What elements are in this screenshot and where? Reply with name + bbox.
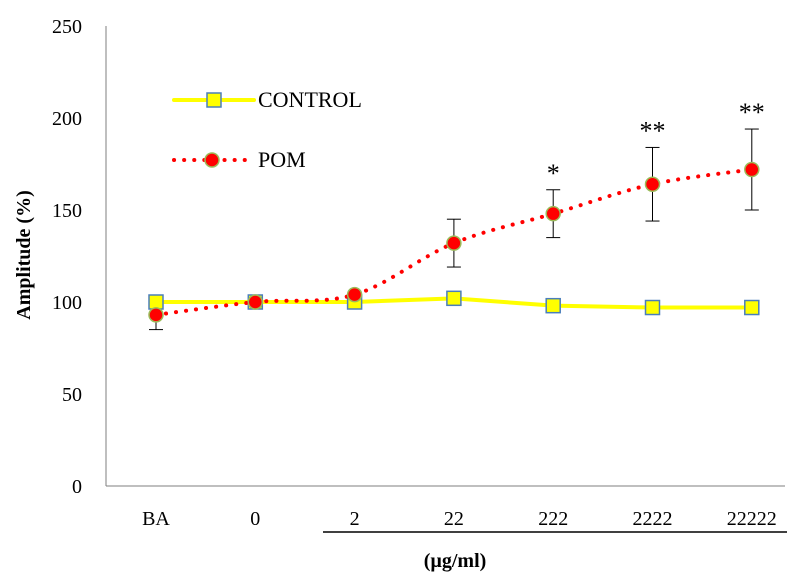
series-layer: ***** (148, 98, 765, 331)
x-tick-label: BA (142, 508, 170, 530)
y-tick-label: 50 (62, 384, 82, 406)
data-point (148, 307, 164, 323)
data-point (247, 294, 264, 310)
x-axis-title: (µg/ml) (424, 550, 487, 572)
data-point (446, 235, 462, 251)
x-tick-label: 2222 (633, 508, 673, 530)
data-point (446, 290, 462, 307)
y-axis: 0 50 100 150 200 250 (52, 16, 107, 498)
y-tick-label: 200 (52, 108, 82, 130)
x-tick-label: 22222 (727, 508, 777, 530)
data-point (346, 286, 363, 303)
significance-label: * (547, 159, 560, 188)
data-point (148, 294, 164, 310)
legend: CONTROL POM (172, 87, 362, 172)
data-point (744, 299, 760, 316)
significance-label: ** (739, 98, 765, 127)
legend-swatch-marker (206, 92, 222, 108)
data-point (545, 205, 561, 222)
y-tick-label: 250 (52, 16, 82, 38)
significance-label: ** (640, 116, 666, 145)
data-point (644, 176, 661, 192)
y-tick-label: 150 (52, 200, 82, 222)
legend-item-control: CONTROL (172, 87, 362, 112)
y-axis-title: Amplitude (%) (13, 190, 35, 319)
data-point (644, 299, 661, 316)
legend-item-pom: POM (172, 147, 306, 172)
x-tick-label: 0 (250, 508, 260, 530)
y-tick-label: 100 (52, 292, 82, 314)
series-control (148, 290, 760, 316)
legend-label: CONTROL (258, 87, 362, 112)
data-point (545, 297, 561, 314)
data-point (744, 161, 760, 178)
series-pom: ***** (148, 98, 765, 331)
x-axis: BA 0 2 22 222 2222 22222 (106, 485, 787, 533)
legend-label: POM (258, 147, 306, 172)
x-tick-label: 2 (350, 508, 360, 530)
y-tick-label: 0 (72, 476, 82, 498)
x-tick-label: 22 (444, 508, 464, 530)
legend-swatch-marker (204, 152, 220, 168)
x-tick-label: 222 (538, 508, 568, 530)
